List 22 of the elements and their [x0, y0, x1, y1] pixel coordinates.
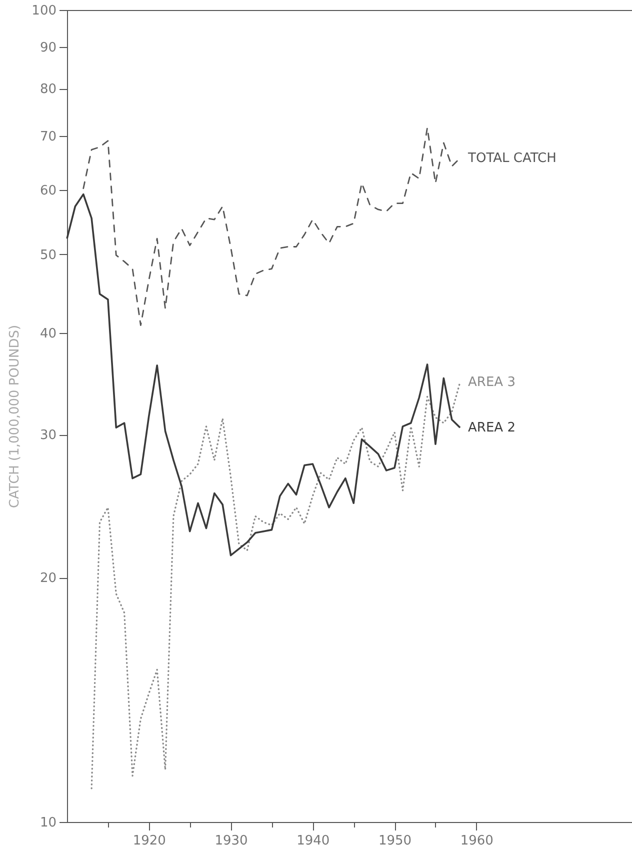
y-tick-label: 30: [40, 428, 56, 444]
x-tick-label: 1940: [296, 834, 330, 848]
y-tick-label: 60: [40, 184, 56, 199]
y-tick-label: 10: [40, 816, 56, 830]
line-series: [90, 381, 461, 790]
series-label: AREA 2: [468, 420, 516, 436]
series-label: AREA 3: [468, 375, 516, 390]
y-tick-label: 90: [40, 40, 56, 56]
line-series: [82, 127, 461, 326]
line-series: [66, 193, 461, 556]
y-tick-label: 80: [40, 82, 56, 98]
y-tick-label: 70: [40, 129, 56, 144]
x-tick-label: 1920: [132, 834, 166, 848]
y-tick-label: 50: [40, 248, 56, 263]
y-tick-label: 20: [40, 571, 56, 586]
x-tick-label: 1950: [378, 834, 412, 848]
y-tick-label: 40: [40, 326, 56, 342]
y-axis-title: CATCH (1,000,000 POUNDS): [8, 324, 23, 508]
x-tick-label: 1930: [214, 834, 248, 848]
x-tick-label: 1960: [460, 834, 494, 848]
y-tick-label: 100: [32, 4, 56, 18]
series-label: TOTAL CATCH: [467, 151, 556, 166]
